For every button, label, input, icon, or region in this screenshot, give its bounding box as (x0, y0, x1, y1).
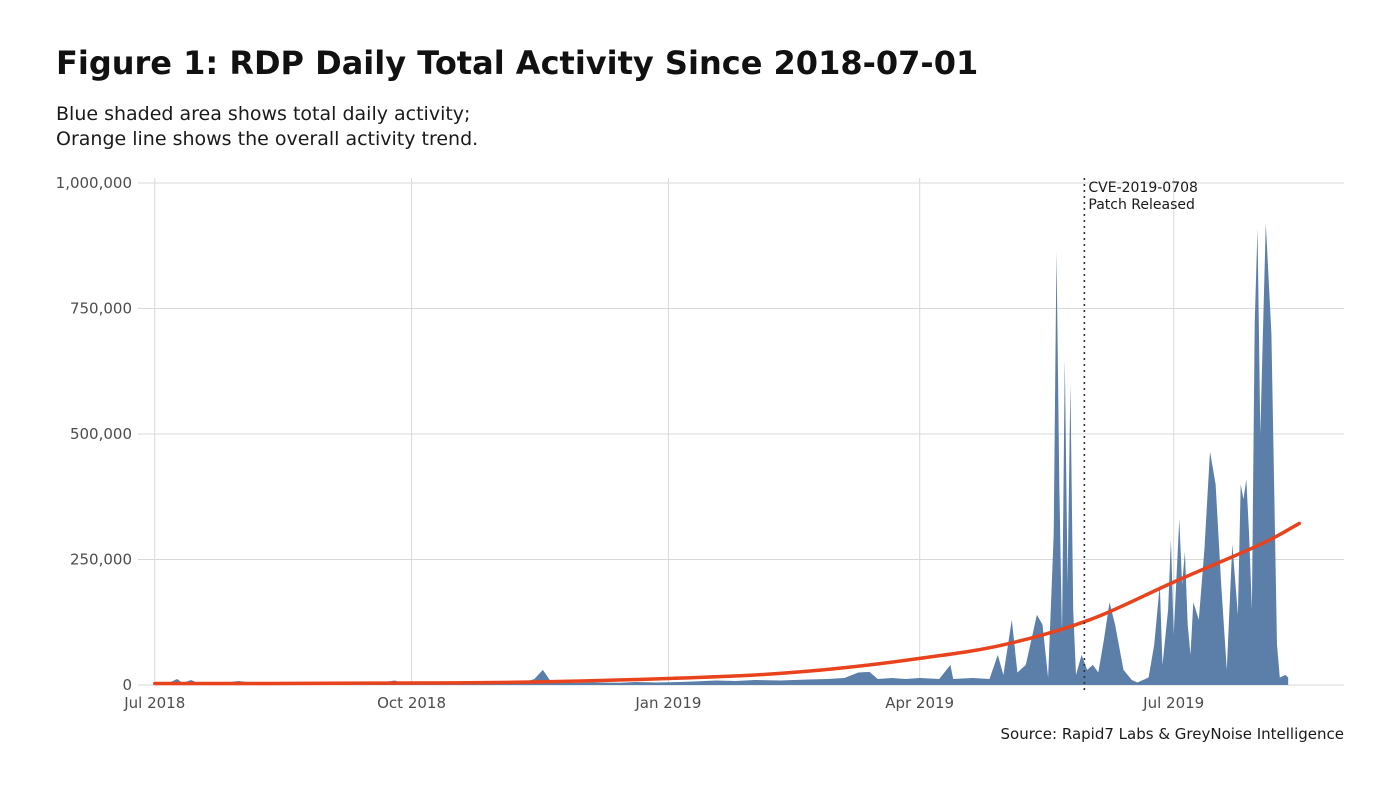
y-tick-label: 0 (122, 676, 132, 694)
annotation-line-1: CVE-2019-0708 (1088, 180, 1198, 196)
daily-activity-area (154, 223, 1289, 685)
x-tick-label: Oct 2018 (377, 694, 446, 712)
grid (138, 178, 1344, 686)
axes: 0 250,000 500,000 750,000 1,000,000 Jul 2018 O… (56, 174, 1205, 712)
chart-title: Figure 1: RDP Daily Total Activity Since… (56, 44, 979, 82)
x-tick-label: Apr 2019 (885, 694, 954, 712)
x-tick-label: Jul 2019 (1142, 694, 1204, 712)
annotation-line-2: Patch Released (1088, 197, 1195, 213)
source-note: Source: Rapid7 Labs & GreyNoise Intellig… (1000, 725, 1344, 743)
area-layer (154, 223, 1289, 685)
x-tick-label: Jan 2019 (634, 694, 701, 712)
subtitle-line-2: Orange line shows the overall activity t… (56, 128, 479, 150)
subtitle-line-1: Blue shaded area shows total daily activ… (56, 103, 471, 125)
trend-layer (153, 521, 1302, 686)
y-tick-label: 500,000 (70, 425, 132, 443)
y-tick-label: 750,000 (70, 300, 132, 318)
chart-subtitle: Blue shaded area shows total daily activ… (56, 102, 478, 152)
x-tick-label: Jul 2018 (123, 694, 185, 712)
y-tick-label: 1,000,000 (56, 174, 132, 192)
y-tick-label: 250,000 (70, 551, 132, 569)
trend-line (153, 521, 1302, 686)
